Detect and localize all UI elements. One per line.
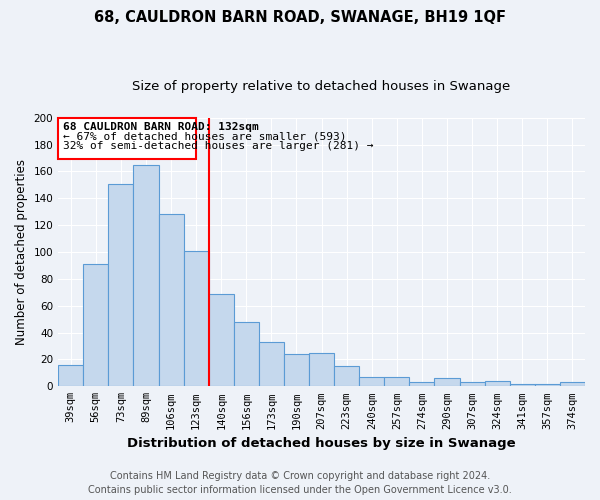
- Bar: [133, 165, 158, 386]
- Bar: [259, 342, 284, 386]
- FancyBboxPatch shape: [58, 118, 196, 160]
- Bar: [535, 384, 560, 386]
- Text: 68, CAULDRON BARN ROAD, SWANAGE, BH19 1QF: 68, CAULDRON BARN ROAD, SWANAGE, BH19 1Q…: [94, 10, 506, 25]
- Y-axis label: Number of detached properties: Number of detached properties: [15, 159, 28, 345]
- Text: 32% of semi-detached houses are larger (281) →: 32% of semi-detached houses are larger (…: [63, 140, 374, 150]
- Bar: [109, 184, 133, 386]
- Text: ← 67% of detached houses are smaller (593): ← 67% of detached houses are smaller (59…: [63, 131, 347, 141]
- Bar: [284, 354, 309, 386]
- Bar: [334, 366, 359, 386]
- Text: 68 CAULDRON BARN ROAD: 132sqm: 68 CAULDRON BARN ROAD: 132sqm: [63, 122, 259, 132]
- Bar: [158, 214, 184, 386]
- Text: Contains HM Land Registry data © Crown copyright and database right 2024.
Contai: Contains HM Land Registry data © Crown c…: [88, 471, 512, 495]
- Bar: [434, 378, 460, 386]
- Bar: [184, 250, 209, 386]
- Bar: [309, 352, 334, 386]
- Bar: [58, 365, 83, 386]
- Title: Size of property relative to detached houses in Swanage: Size of property relative to detached ho…: [133, 80, 511, 93]
- Bar: [385, 377, 409, 386]
- Bar: [460, 382, 485, 386]
- Bar: [234, 322, 259, 386]
- X-axis label: Distribution of detached houses by size in Swanage: Distribution of detached houses by size …: [127, 437, 516, 450]
- Bar: [485, 381, 510, 386]
- Bar: [209, 294, 234, 386]
- Bar: [560, 382, 585, 386]
- Bar: [409, 382, 434, 386]
- Bar: [83, 264, 109, 386]
- Bar: [510, 384, 535, 386]
- Bar: [359, 377, 385, 386]
